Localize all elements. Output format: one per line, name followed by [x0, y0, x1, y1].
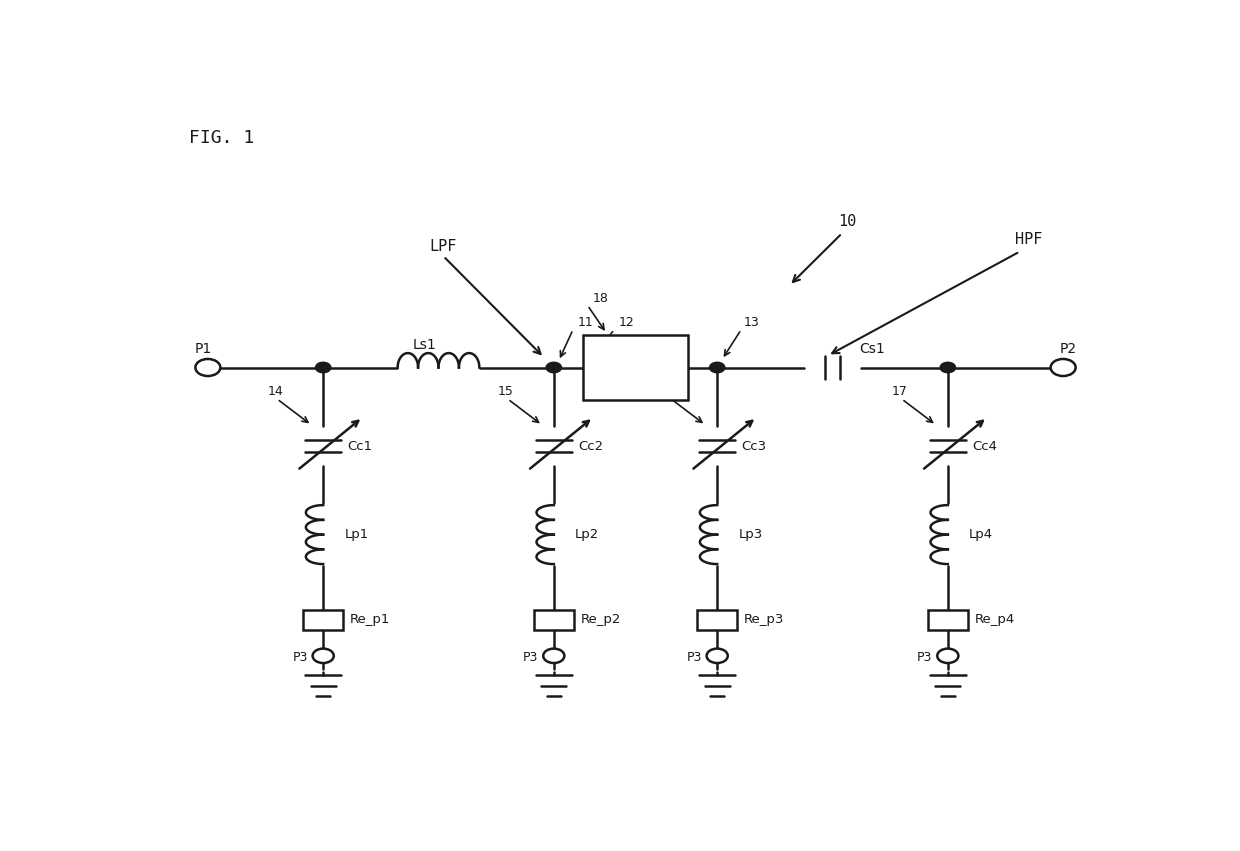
Text: Ls1: Ls1	[412, 338, 436, 351]
Circle shape	[312, 648, 334, 663]
Text: 18: 18	[593, 292, 608, 306]
Circle shape	[315, 363, 331, 373]
Text: Re_p3: Re_p3	[744, 614, 785, 626]
Text: Lp2: Lp2	[575, 528, 599, 541]
Text: MATCHING
NETWORK: MATCHING NETWORK	[608, 352, 663, 383]
Text: Cs1: Cs1	[859, 342, 885, 357]
Text: 17: 17	[892, 385, 908, 397]
Text: FIG. 1: FIG. 1	[188, 129, 254, 147]
Text: Re_p1: Re_p1	[350, 614, 391, 626]
Text: P3: P3	[918, 651, 932, 664]
Circle shape	[707, 648, 728, 663]
Text: 10: 10	[838, 214, 856, 229]
Text: 16: 16	[661, 385, 677, 397]
Circle shape	[937, 648, 959, 663]
Text: P3: P3	[293, 651, 308, 664]
Text: Re_p2: Re_p2	[580, 614, 621, 626]
Text: 12: 12	[619, 317, 635, 329]
Text: 14: 14	[268, 385, 283, 397]
Text: 11: 11	[578, 317, 594, 329]
Text: Cc4: Cc4	[972, 440, 997, 453]
Bar	[697, 610, 738, 630]
Text: 15: 15	[497, 385, 513, 397]
Circle shape	[543, 648, 564, 663]
Text: LPF: LPF	[429, 239, 456, 254]
Bar	[928, 610, 968, 630]
Text: P3: P3	[687, 651, 702, 664]
Text: Lp3: Lp3	[738, 528, 763, 541]
Text: Cc3: Cc3	[742, 440, 766, 453]
Text: P1: P1	[195, 342, 212, 357]
Text: Cc1: Cc1	[347, 440, 372, 453]
Text: HPF: HPF	[1016, 232, 1043, 248]
Text: 13: 13	[744, 317, 760, 329]
Text: P2: P2	[1059, 342, 1076, 357]
Text: Cc2: Cc2	[578, 440, 603, 453]
Text: Lp1: Lp1	[345, 528, 368, 541]
Text: P3: P3	[523, 651, 538, 664]
Circle shape	[940, 363, 956, 373]
Circle shape	[1050, 359, 1075, 376]
Bar	[583, 334, 688, 400]
Circle shape	[196, 359, 221, 376]
Text: Re_p4: Re_p4	[975, 614, 1016, 626]
Text: Lp4: Lp4	[968, 528, 993, 541]
Bar	[533, 610, 574, 630]
Circle shape	[709, 363, 725, 373]
Circle shape	[546, 363, 562, 373]
Bar	[303, 610, 343, 630]
